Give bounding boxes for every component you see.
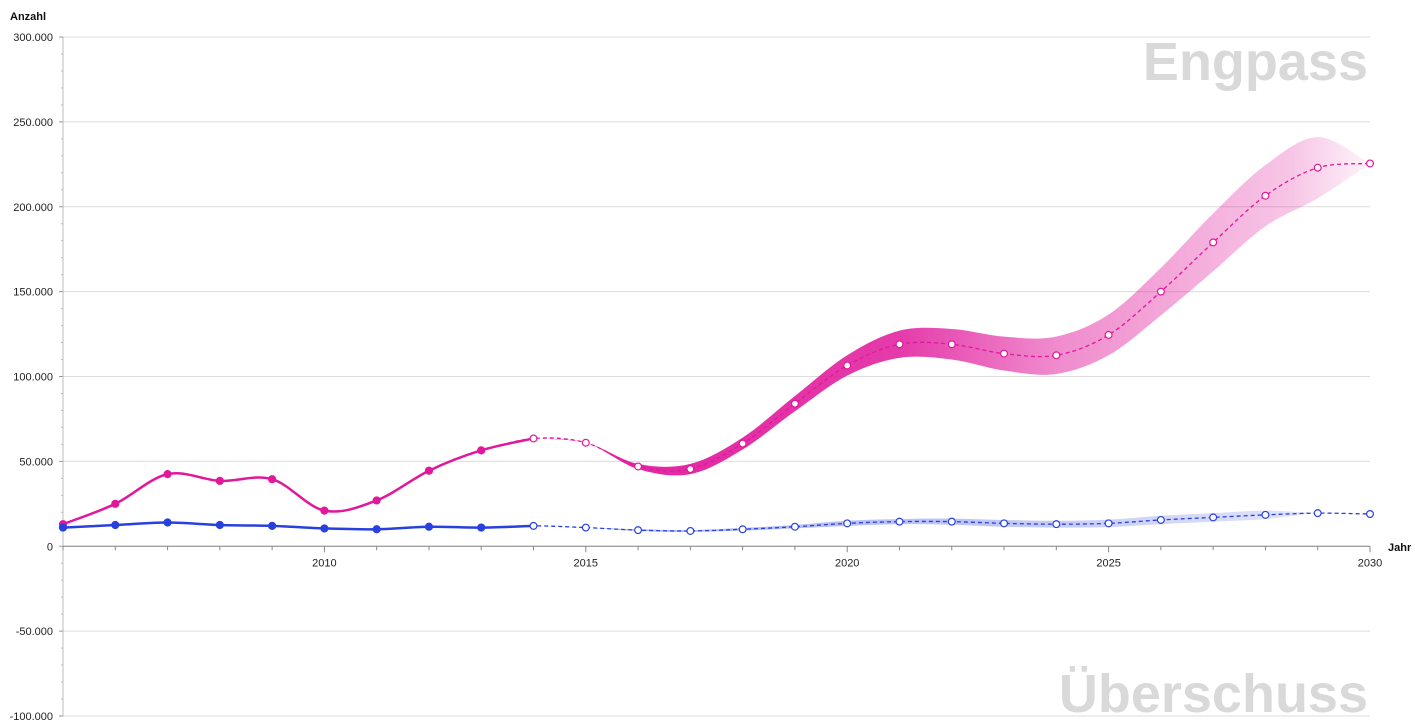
ueberschuss-projection-point bbox=[1052, 520, 1061, 529]
engpass-actual-point bbox=[372, 496, 381, 505]
ueberschuss-projection-point bbox=[895, 517, 904, 526]
ueberschuss-projection-point bbox=[581, 523, 590, 532]
ueberschuss-projection-point bbox=[1365, 509, 1374, 518]
engpass-projection-point bbox=[1156, 287, 1165, 296]
ueberschuss-actual-point bbox=[215, 520, 224, 530]
ueberschuss-actual-point bbox=[163, 518, 172, 527]
engpass-projection-point bbox=[581, 438, 590, 447]
x-axis-ticks: 2010 2015 2020 2025 2030 bbox=[62, 546, 1382, 569]
ueberschuss-actual-point bbox=[58, 523, 68, 532]
ueberschuss-projection-point bbox=[843, 519, 852, 528]
ueberschuss-projection-point bbox=[634, 526, 643, 535]
y-tick-label: -50.000 bbox=[16, 626, 53, 638]
engpass-projection-point bbox=[947, 340, 956, 349]
engpass-actual-point bbox=[320, 506, 329, 515]
ueberschuss-actual-point bbox=[111, 520, 120, 530]
x-tick-label: 2030 bbox=[1358, 557, 1382, 569]
x-tick-label: 2020 bbox=[835, 557, 859, 569]
y-axis-ticks: -100.000 -50.000 0 50.000 100.000 150.000 200.… bbox=[10, 32, 63, 721]
engpass-actual-line bbox=[62, 437, 534, 526]
engpass-actual-point bbox=[111, 499, 120, 508]
engpass-confidence-band bbox=[533, 137, 1370, 476]
y-tick-label: 300.000 bbox=[13, 32, 53, 44]
engpass-actual-point bbox=[163, 470, 172, 479]
engpass-projection-point bbox=[738, 439, 747, 448]
engpass-projection-point bbox=[634, 462, 643, 471]
ueberschuss-projection-point bbox=[1156, 515, 1165, 524]
ueberschuss-projection-point bbox=[790, 522, 799, 531]
y-tick-label: 50.000 bbox=[19, 456, 53, 468]
engpass-projection-point bbox=[790, 399, 799, 408]
ueberschuss-actual-line bbox=[62, 521, 534, 531]
engpass-projection-point bbox=[1000, 349, 1009, 358]
grid-lines bbox=[63, 36, 1370, 717]
engpass-actual-point bbox=[477, 446, 486, 455]
ueberschuss-projection-point bbox=[529, 521, 538, 530]
engpass-projection-point bbox=[1365, 159, 1374, 168]
engpass-projection-point bbox=[686, 465, 695, 474]
confidence-bands bbox=[533, 137, 1370, 532]
engpass-projection-point bbox=[1209, 238, 1218, 247]
ueberschuss-projection-point bbox=[947, 517, 956, 526]
engpass-actual-point bbox=[424, 466, 434, 475]
ueberschuss-projection-point bbox=[738, 525, 747, 534]
ueberschuss-actual-point bbox=[424, 522, 434, 531]
x-tick-label: 2010 bbox=[312, 557, 336, 569]
y-tick-label: -100.000 bbox=[10, 711, 53, 721]
y-tick-label: 250.000 bbox=[13, 117, 53, 129]
x-tick-label: 2015 bbox=[574, 557, 598, 569]
x-axis-title: Jahr bbox=[1388, 542, 1412, 554]
x-tick-label: 2025 bbox=[1096, 557, 1120, 569]
engpass-actual-point bbox=[215, 476, 224, 485]
watermark-ueberschuss: Überschuss bbox=[1059, 664, 1368, 721]
ueberschuss-projection-point bbox=[1104, 519, 1113, 528]
y-tick-label: 200.000 bbox=[13, 202, 53, 214]
engpass-projection-point bbox=[1261, 191, 1270, 200]
ueberschuss-actual-point bbox=[372, 525, 381, 534]
engpass-actual-point bbox=[268, 475, 277, 484]
engpass-projection-point bbox=[1313, 163, 1322, 172]
ueberschuss-actual-point bbox=[320, 524, 329, 533]
ueberschuss-actual-point bbox=[477, 523, 486, 532]
series-lines bbox=[62, 162, 1371, 532]
watermark-engpass: Engpass bbox=[1143, 32, 1368, 92]
engpass-projection-point bbox=[843, 361, 852, 370]
y-axis-title: Anzahl bbox=[10, 11, 46, 23]
y-tick-label: 0 bbox=[47, 541, 53, 553]
ueberschuss-projection-point bbox=[1313, 509, 1322, 518]
engpass-projection-point bbox=[1104, 330, 1113, 339]
ueberschuss-actual-point bbox=[268, 521, 277, 530]
ueberschuss-projection-line bbox=[481, 512, 1371, 532]
ueberschuss-projection-point bbox=[686, 526, 695, 535]
y-tick-label: 100.000 bbox=[13, 372, 53, 384]
engpass-projection-point bbox=[1052, 351, 1061, 360]
engpass-projection-point bbox=[529, 434, 538, 443]
data-points bbox=[58, 159, 1374, 535]
y-tick-label: 150.000 bbox=[13, 287, 53, 299]
ueberschuss-projection-point bbox=[1209, 513, 1218, 522]
ueberschuss-projection-point bbox=[1261, 510, 1270, 519]
ueberschuss-projection-point bbox=[1000, 519, 1009, 528]
engpass-projection-point bbox=[895, 340, 904, 349]
